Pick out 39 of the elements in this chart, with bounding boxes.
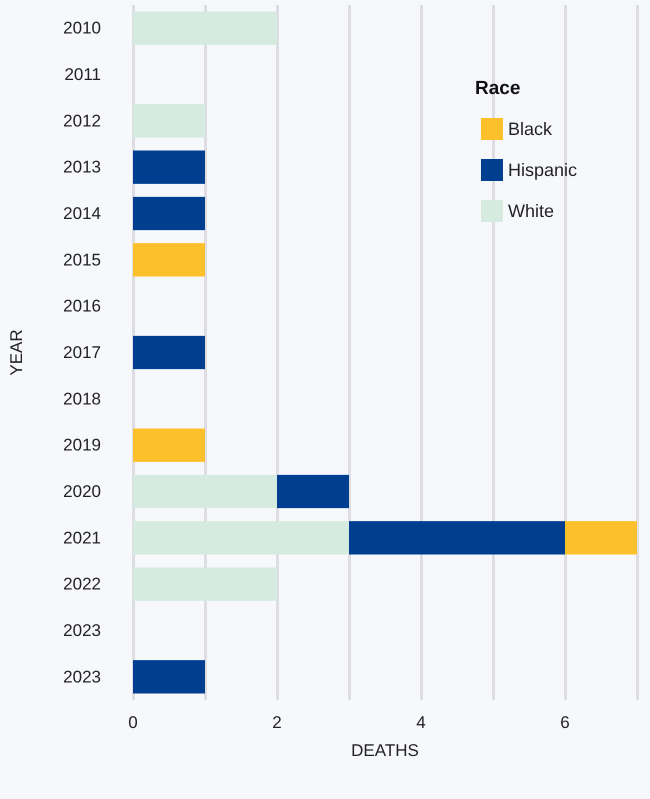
x-tick-label: 0 <box>128 713 138 732</box>
y-tick-label: 2016 <box>63 296 101 316</box>
bar <box>133 428 205 462</box>
y-axis-title: YEAR <box>7 329 26 376</box>
bar <box>133 150 205 184</box>
legend-label: Black <box>508 119 553 139</box>
bar <box>349 521 565 555</box>
y-tick-label: 2022 <box>63 574 101 594</box>
bar <box>133 11 277 45</box>
x-tick-label: 4 <box>416 713 426 732</box>
y-tick-label: 2017 <box>63 343 101 362</box>
y-tick-label: 2011 <box>64 65 101 84</box>
y-tick-label: 2012 <box>63 111 101 130</box>
y-tick-label: 2014 <box>63 204 101 223</box>
y-tick-label: 2021 <box>63 528 101 548</box>
y-tick-label: 2015 <box>63 250 101 270</box>
y-tick-label: 2018 <box>63 389 101 408</box>
y-tick-label: 2020 <box>63 482 101 501</box>
x-tick-label: 2 <box>272 713 282 732</box>
y-tick-label: 2023 <box>63 621 101 640</box>
y-tick-label: 2023 <box>63 667 101 686</box>
bar <box>133 104 205 138</box>
bar <box>133 336 205 370</box>
y-tick-label: 2013 <box>63 158 101 177</box>
x-axis-title: DEATHS <box>351 741 419 760</box>
x-tick-label: 6 <box>560 713 570 732</box>
y-tick-label: 2019 <box>63 436 101 455</box>
bar <box>133 660 205 694</box>
bar <box>133 474 277 508</box>
legend-title: Race <box>475 78 520 99</box>
bar <box>133 243 205 277</box>
bar <box>133 567 277 601</box>
bar <box>565 521 637 555</box>
bar <box>133 196 205 230</box>
bar <box>277 474 349 508</box>
legend-label: Hispanic <box>508 160 577 180</box>
y-tick-label: 2010 <box>63 18 101 38</box>
bar <box>133 521 349 555</box>
legend-label: White <box>508 201 554 221</box>
